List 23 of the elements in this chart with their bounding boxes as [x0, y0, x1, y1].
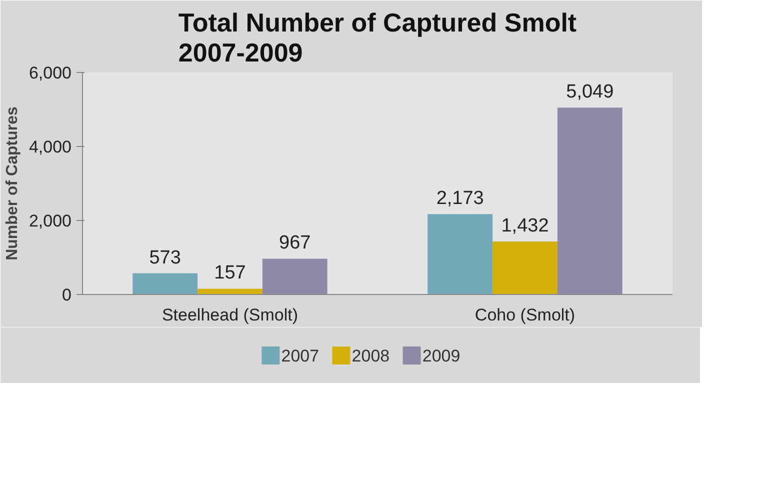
bar — [132, 273, 198, 294]
bar — [262, 258, 328, 294]
legend-label: 2007 — [281, 346, 320, 366]
bar — [198, 288, 262, 294]
legend-label: 2009 — [422, 346, 460, 366]
chart-title: Total Number of Captured Smolt 2007-2009 — [178, 8, 577, 68]
x-tick-label: Steelhead (Smolt) — [162, 306, 298, 324]
data-label: 573 — [149, 247, 181, 268]
data-label: 157 — [214, 262, 246, 284]
y-tick-label: 6,000 — [28, 64, 72, 82]
data-label: 1,432 — [501, 216, 549, 237]
bar — [492, 242, 558, 294]
data-label: 967 — [279, 232, 311, 254]
bar — [428, 214, 493, 294]
data-label: 2,173 — [436, 188, 484, 210]
y-tick-label: 0 — [62, 286, 72, 304]
x-tick-label: Coho (Smolt) — [474, 306, 576, 324]
y-tick-label: 2,000 — [28, 212, 72, 230]
y-axis-title: Number of Captures — [4, 106, 21, 260]
y-tick-label: 4,000 — [28, 138, 72, 156]
bar — [557, 108, 622, 294]
legend-label: 2008 — [352, 346, 390, 366]
data-label: 5,049 — [566, 82, 614, 103]
